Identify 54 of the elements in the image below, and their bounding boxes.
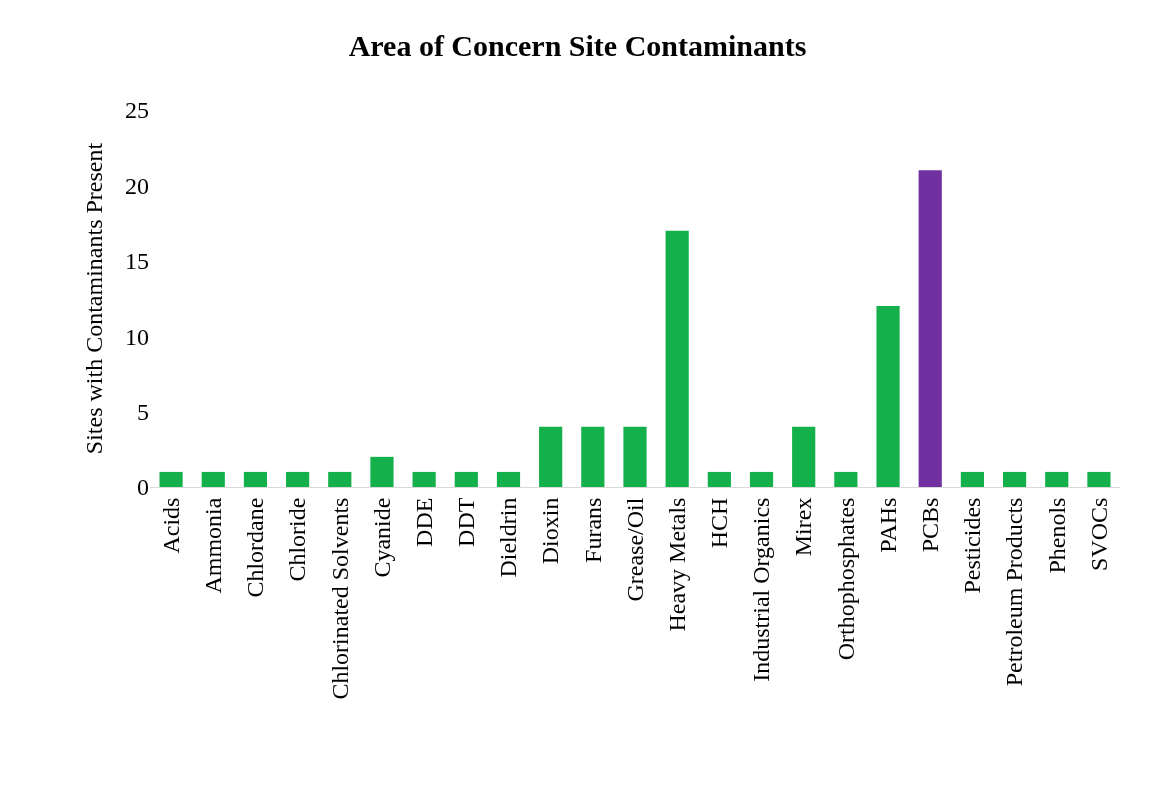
bar	[960, 471, 984, 487]
x-tick-label: Furans	[579, 497, 606, 563]
chart-title: Area of Concern Site Contaminants	[348, 29, 807, 63]
bar	[876, 306, 900, 487]
y-tick-label: 20	[125, 172, 149, 199]
x-tick-label: Pesticides	[959, 497, 986, 594]
x-tick-label: Cyanide	[368, 497, 395, 578]
y-tick-label: 10	[125, 323, 149, 350]
bar	[1002, 471, 1027, 487]
x-tick-label: Acids	[157, 497, 184, 554]
bar	[201, 471, 225, 487]
x-tick-label: Chlordane	[242, 497, 269, 598]
bar	[623, 426, 647, 487]
bar	[707, 471, 731, 487]
bar	[1045, 471, 1069, 487]
y-tick-label: 15	[125, 248, 149, 275]
y-tick-label: 25	[125, 97, 149, 124]
bar	[496, 471, 521, 487]
x-tick-label: Heavy Metals	[663, 497, 690, 632]
bar	[539, 426, 563, 487]
bar	[286, 471, 310, 487]
x-tick-label: Petroleum Products	[1001, 497, 1028, 687]
bar	[243, 471, 268, 487]
bar	[665, 230, 689, 487]
x-tick-label: Chloride	[284, 497, 311, 582]
bar	[792, 426, 816, 487]
y-tick-label: 5	[137, 399, 149, 425]
x-tick-label: Orthophosphates	[832, 497, 859, 661]
bar	[454, 471, 478, 487]
bar	[328, 471, 352, 487]
x-tick-label: Chlorinated Solvents	[326, 497, 353, 700]
y-axis-title: Sites with Contaminants Present	[81, 142, 108, 455]
x-tick-label: DDE	[410, 497, 437, 547]
x-tick-label: PAHs	[874, 497, 901, 553]
x-tick-label: Dioxin	[537, 497, 564, 565]
x-tick-label: HCH	[706, 497, 733, 549]
x-tick-label: Mirex	[790, 497, 817, 557]
bar	[412, 471, 436, 487]
x-tick-label: DDT	[453, 497, 480, 547]
x-tick-label: Ammonia	[200, 497, 227, 594]
x-tick-label: Phenols	[1043, 497, 1070, 574]
bar	[1087, 471, 1111, 487]
x-tick-label: Industrial Organics	[748, 497, 775, 682]
bar	[581, 426, 605, 487]
bar	[370, 456, 394, 487]
x-tick-label: Grease/Oil	[621, 497, 648, 602]
x-tick-label: PCBs	[917, 497, 944, 553]
bar	[918, 170, 942, 487]
bar	[834, 471, 858, 487]
bar	[749, 471, 774, 487]
bar	[159, 471, 183, 487]
y-tick-label: 0	[137, 474, 149, 501]
x-tick-label: Dieldrin	[495, 497, 522, 578]
x-tick-label: SVOCs	[1085, 497, 1112, 571]
